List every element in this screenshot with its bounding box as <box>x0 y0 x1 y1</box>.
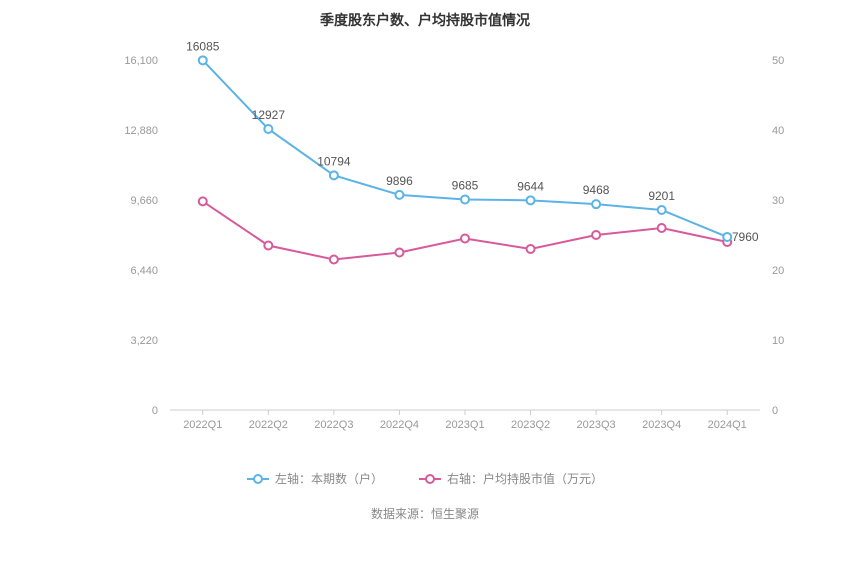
svg-text:0: 0 <box>772 405 778 417</box>
svg-text:9896: 9896 <box>386 174 413 188</box>
svg-text:9685: 9685 <box>452 178 479 192</box>
svg-text:2024Q1: 2024Q1 <box>708 419 747 431</box>
svg-text:30: 30 <box>772 195 784 207</box>
legend-swatch-left-icon <box>247 472 269 486</box>
svg-text:2022Q1: 2022Q1 <box>183 419 222 431</box>
svg-text:50: 50 <box>772 55 784 67</box>
legend-item-left: 左轴：本期数（户） <box>247 470 383 487</box>
svg-text:2022Q3: 2022Q3 <box>314 419 353 431</box>
svg-text:7960: 7960 <box>732 230 759 244</box>
svg-text:2022Q2: 2022Q2 <box>249 419 288 431</box>
chart-area: 0 3,220 6,440 9,660 12,880 16,100 0 10 20 30 40 50 2… <box>0 30 850 460</box>
svg-text:12927: 12927 <box>252 108 286 122</box>
svg-text:3,220: 3,220 <box>130 335 158 347</box>
legend-label-right: 右轴：户均持股市值（万元） <box>447 470 603 487</box>
svg-text:2023Q1: 2023Q1 <box>445 419 484 431</box>
svg-text:10794: 10794 <box>317 154 351 168</box>
legend-item-right: 右轴：户均持股市值（万元） <box>419 470 603 487</box>
chart-title: 季度股东户数、户均持股市值情况 <box>0 0 850 30</box>
svg-text:9468: 9468 <box>583 183 610 197</box>
svg-text:40: 40 <box>772 125 784 137</box>
chart-svg: 0 3,220 6,440 9,660 12,880 16,100 0 10 20 30 40 50 2… <box>0 30 850 460</box>
svg-text:0: 0 <box>152 405 158 417</box>
svg-text:9644: 9644 <box>517 179 544 193</box>
svg-text:12,880: 12,880 <box>124 125 158 137</box>
svg-text:6,440: 6,440 <box>130 265 158 277</box>
svg-text:2023Q4: 2023Q4 <box>642 419 681 431</box>
svg-text:20: 20 <box>772 265 784 277</box>
svg-text:9,660: 9,660 <box>130 195 158 207</box>
svg-text:2023Q2: 2023Q2 <box>511 419 550 431</box>
legend: 左轴：本期数（户） 右轴：户均持股市值（万元） <box>0 470 850 487</box>
svg-text:10: 10 <box>772 335 784 347</box>
legend-swatch-right-icon <box>419 472 441 486</box>
svg-text:2022Q4: 2022Q4 <box>380 419 419 431</box>
svg-text:16,100: 16,100 <box>124 55 158 67</box>
svg-text:9201: 9201 <box>648 189 675 203</box>
svg-text:2023Q3: 2023Q3 <box>577 419 616 431</box>
svg-text:16085: 16085 <box>186 39 220 53</box>
legend-label-left: 左轴：本期数（户） <box>275 470 383 487</box>
data-source-label: 数据来源：恒生聚源 <box>0 505 850 522</box>
